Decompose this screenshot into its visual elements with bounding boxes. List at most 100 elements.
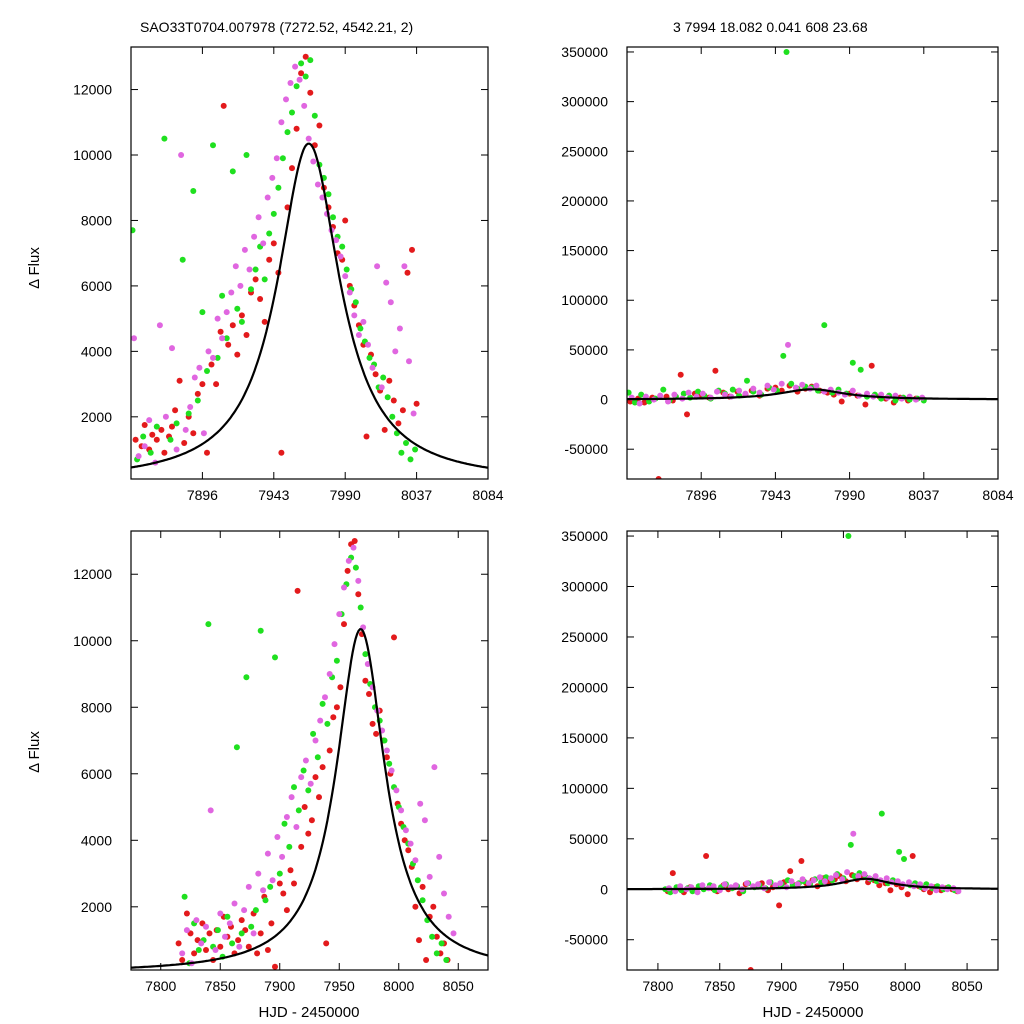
data-point-violet xyxy=(292,63,299,70)
x-tick-label: 7950 xyxy=(324,978,355,994)
data-point-violet xyxy=(231,900,238,907)
data-point-red xyxy=(272,963,278,970)
data-point-violet xyxy=(736,387,743,394)
y-tick-label: -50000 xyxy=(564,441,608,457)
x-tick-label: 7800 xyxy=(642,978,673,994)
data-point-violet xyxy=(407,840,414,847)
data-point-green xyxy=(311,112,318,119)
data-point-red xyxy=(284,204,291,211)
data-point-violet xyxy=(772,882,779,889)
y-tick-label: 6000 xyxy=(81,766,112,782)
data-point-violet xyxy=(283,96,289,103)
data-point-green xyxy=(224,913,231,920)
data-point-violet xyxy=(260,240,267,247)
stats-line: 3 7994 18.082 0.041 608 23.68 xyxy=(673,19,868,35)
data-point-violet xyxy=(226,920,233,927)
data-point-violet xyxy=(264,194,271,201)
data-point-green xyxy=(429,933,436,940)
data-point-red xyxy=(904,891,911,898)
data-point-violet xyxy=(933,887,940,894)
data-point-violet xyxy=(721,881,728,888)
data-point-violet xyxy=(714,388,720,395)
data-point-red xyxy=(175,940,182,947)
data-point-green xyxy=(279,155,286,162)
data-point-green xyxy=(173,420,180,427)
x-tick-label: 7800 xyxy=(145,978,176,994)
data-point-violet xyxy=(417,800,424,807)
y-tick-label: 10000 xyxy=(73,147,112,163)
data-point-red xyxy=(276,880,283,887)
data-point-red xyxy=(684,411,690,418)
x-tick-label: 8084 xyxy=(472,487,503,503)
data-point-violet xyxy=(699,882,706,889)
data-point-red xyxy=(268,920,275,927)
data-point-red xyxy=(862,401,869,408)
panel-bottom-right: 7800 7850 7900 7950 8000 8050 -50000 0 50000 1000… xyxy=(561,528,999,994)
data-point-violet xyxy=(955,888,962,895)
data-point-red xyxy=(254,950,261,957)
data-point-red xyxy=(337,684,344,691)
fit-curve xyxy=(627,877,998,891)
y-tick-label: 10000 xyxy=(73,633,112,649)
y-tick-label: 300000 xyxy=(561,579,608,595)
data-point-red xyxy=(669,870,676,877)
data-point-red xyxy=(838,398,845,405)
data-point-red xyxy=(243,332,250,338)
data-point-violet xyxy=(750,385,757,392)
data-point-violet xyxy=(844,869,851,876)
data-point-violet xyxy=(273,155,280,162)
data-point-violet xyxy=(191,374,198,381)
x-tick-label: 7943 xyxy=(258,487,289,503)
data-point-violet xyxy=(378,384,385,391)
data-point-violet xyxy=(431,764,438,771)
data-point-violet xyxy=(196,364,203,371)
data-point-red xyxy=(798,858,805,864)
data-point-red xyxy=(316,794,322,801)
y-tick-label: 2000 xyxy=(81,899,112,915)
data-point-green xyxy=(845,533,852,539)
data-point-green xyxy=(252,907,259,914)
data-point-violet xyxy=(305,135,312,142)
data-point-green xyxy=(284,129,291,136)
x-tick-label: 8050 xyxy=(443,978,474,994)
data-point-green xyxy=(257,627,264,634)
data-point-green xyxy=(210,142,216,149)
data-point-violet xyxy=(260,887,267,894)
x-tick-label: 8000 xyxy=(383,978,414,994)
x-tick-label: 7990 xyxy=(330,487,361,503)
data-point-violet xyxy=(269,174,276,181)
data-point-violet xyxy=(264,850,271,857)
data-point-violet xyxy=(849,387,856,394)
data-point-green xyxy=(414,877,421,884)
data-point-violet xyxy=(402,827,409,834)
data-point-red xyxy=(199,381,206,388)
data-point-violet xyxy=(173,446,180,453)
data-point-violet xyxy=(665,398,671,405)
data-point-violet xyxy=(302,757,309,764)
data-point-violet xyxy=(326,671,333,677)
data-point-green xyxy=(386,760,393,767)
data-point-green xyxy=(729,386,736,393)
data-point-green xyxy=(384,394,391,401)
data-point-violet xyxy=(778,380,785,387)
data-point-violet xyxy=(312,737,319,744)
data-point-green xyxy=(229,168,236,175)
data-point-violet xyxy=(193,917,200,924)
data-point-red xyxy=(366,691,372,697)
data-point-green xyxy=(300,767,307,774)
data-point-violet xyxy=(346,289,353,296)
data-point-violet xyxy=(398,807,405,814)
data-point-red xyxy=(176,377,183,384)
data-point-violet xyxy=(236,943,243,950)
data-point-violet xyxy=(816,874,823,881)
data-point-green xyxy=(407,456,414,463)
data-point-green xyxy=(153,423,160,430)
data-point-red xyxy=(319,764,326,771)
data-point-red xyxy=(391,634,397,641)
data-point-red xyxy=(213,381,220,388)
points-layer xyxy=(627,49,927,479)
x-tick-label: 7850 xyxy=(205,978,236,994)
data-point-red xyxy=(909,853,916,859)
data-point-green xyxy=(147,449,154,456)
y-tick-label: 50000 xyxy=(569,831,608,847)
